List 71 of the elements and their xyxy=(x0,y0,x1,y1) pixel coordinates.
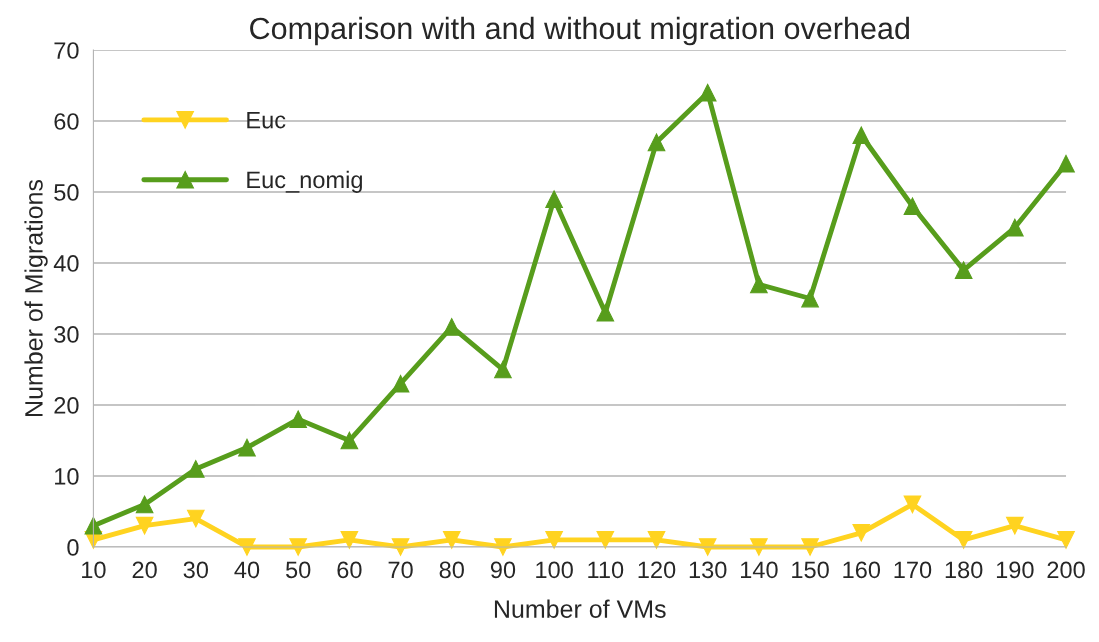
point xyxy=(647,133,666,152)
point xyxy=(903,197,922,216)
y-tick-label: 10 xyxy=(55,468,79,485)
x-tick-label: 30 xyxy=(183,561,208,579)
x-tick-label: 60 xyxy=(337,561,362,579)
point xyxy=(238,438,256,457)
x-tick-label: 10 xyxy=(82,561,106,579)
point xyxy=(391,538,410,556)
x-tick-label: 130 xyxy=(689,561,727,579)
y-axis-title: Number of Migrations xyxy=(24,179,48,416)
point xyxy=(340,531,359,549)
x-tick-label: 20 xyxy=(132,561,157,579)
point xyxy=(801,538,819,556)
point xyxy=(545,190,563,208)
point xyxy=(289,410,308,429)
legend-label: Euc_nomig xyxy=(247,170,362,193)
point xyxy=(596,303,615,322)
point xyxy=(1057,531,1075,549)
point xyxy=(238,538,256,556)
point xyxy=(545,531,563,549)
point xyxy=(801,289,819,308)
chart-title: Comparison with and without migration overhead xyxy=(250,16,909,46)
x-tick-label: 40 xyxy=(234,561,260,579)
x-tick-label: 120 xyxy=(638,561,676,579)
point xyxy=(442,318,461,336)
point xyxy=(750,275,768,294)
legend-label: Euc xyxy=(247,111,286,129)
point xyxy=(1005,218,1024,237)
y-tick-label: 70 xyxy=(54,42,79,59)
point xyxy=(954,531,973,549)
x-tick-label: 170 xyxy=(894,561,932,579)
point xyxy=(903,495,922,514)
point xyxy=(494,538,512,556)
point xyxy=(647,531,666,549)
y-tick-label: 20 xyxy=(54,397,79,414)
point xyxy=(442,531,461,549)
point xyxy=(84,516,103,535)
y-tick-label: 40 xyxy=(53,255,79,272)
point xyxy=(852,126,871,145)
y-tick-label: 30 xyxy=(54,326,79,343)
x-tick-label: 50 xyxy=(285,561,311,579)
x-tick-label: 180 xyxy=(945,561,983,579)
point xyxy=(494,360,512,379)
point xyxy=(340,431,359,450)
point xyxy=(1005,516,1024,535)
y-tick-label: 60 xyxy=(54,113,79,130)
x-tick-label: 140 xyxy=(740,561,778,579)
x-tick-label: 80 xyxy=(439,561,464,579)
point xyxy=(954,261,973,279)
x-tick-label: 70 xyxy=(388,561,413,579)
x-tick-label: 110 xyxy=(588,561,624,579)
point xyxy=(186,460,205,478)
x-tick-label: 90 xyxy=(490,561,516,579)
point xyxy=(135,516,154,535)
y-tick-label: 0 xyxy=(67,539,79,556)
x-tick-label: 150 xyxy=(792,561,829,579)
x-tick-label: 160 xyxy=(843,561,881,579)
point xyxy=(596,531,615,549)
y-tick-label: 50 xyxy=(54,184,79,201)
x-tick-label: 190 xyxy=(996,561,1034,579)
point xyxy=(1057,154,1075,173)
point xyxy=(698,538,717,556)
point xyxy=(750,538,768,556)
point xyxy=(186,509,205,528)
point xyxy=(391,374,410,393)
point xyxy=(289,538,308,556)
x-tick-label: 100 xyxy=(536,561,573,579)
x-tick-label: 200 xyxy=(1047,561,1085,579)
point xyxy=(852,523,871,542)
x-axis-title: Number of VMs xyxy=(494,599,666,618)
point xyxy=(135,495,154,514)
